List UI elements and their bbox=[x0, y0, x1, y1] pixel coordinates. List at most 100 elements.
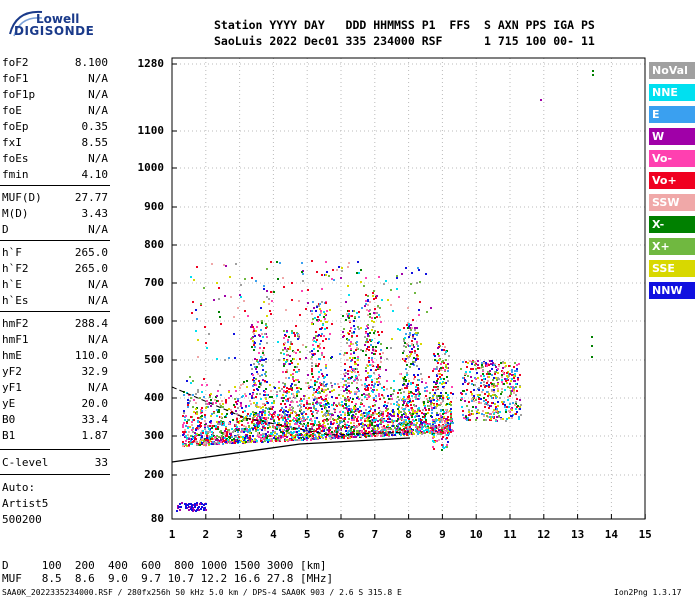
param-value: 265.0 bbox=[74, 262, 108, 275]
echo-point bbox=[319, 308, 321, 310]
echo-point bbox=[295, 352, 297, 354]
profile-solid-line bbox=[171, 437, 411, 463]
echo-point bbox=[437, 373, 439, 375]
echo-point bbox=[313, 405, 315, 407]
echo-point bbox=[291, 299, 293, 301]
echo-point bbox=[287, 398, 289, 400]
echo-point bbox=[418, 391, 420, 393]
echo-point bbox=[259, 428, 261, 430]
echo-point bbox=[193, 411, 195, 413]
echo-point bbox=[356, 382, 358, 384]
echo-point bbox=[218, 409, 220, 411]
echo-point bbox=[266, 336, 268, 338]
echo-point bbox=[416, 282, 418, 284]
echo-point bbox=[186, 437, 188, 439]
echo-point bbox=[325, 395, 327, 397]
echo-point bbox=[262, 435, 264, 437]
echo-point bbox=[306, 437, 308, 439]
echo-point bbox=[220, 405, 222, 407]
echo-point bbox=[415, 359, 417, 361]
echo-point bbox=[189, 442, 191, 444]
echo-point bbox=[215, 402, 217, 404]
echo-point bbox=[367, 341, 369, 343]
echo-point bbox=[307, 374, 309, 376]
echo-point bbox=[509, 403, 511, 405]
echo-point bbox=[233, 316, 235, 318]
echo-point bbox=[310, 358, 312, 360]
param-key: yE bbox=[2, 397, 16, 410]
echo-point bbox=[444, 432, 446, 434]
echo-point bbox=[368, 406, 370, 408]
echo-point bbox=[371, 435, 373, 437]
echo-point bbox=[416, 341, 418, 343]
echo-point bbox=[371, 352, 373, 354]
echo-point bbox=[223, 424, 225, 426]
echo-point bbox=[452, 430, 454, 432]
echo-point bbox=[273, 400, 275, 402]
echo-point bbox=[249, 436, 251, 438]
echo-point bbox=[444, 346, 446, 348]
echo-point bbox=[423, 401, 425, 403]
echo-point bbox=[427, 412, 429, 414]
echo-point bbox=[353, 422, 355, 424]
echo-point bbox=[234, 357, 236, 359]
param-yf2: yF2 32.9 bbox=[2, 365, 108, 379]
echo-point bbox=[313, 307, 315, 309]
echo-point bbox=[322, 375, 324, 377]
echo-point bbox=[402, 352, 404, 354]
param-h-es: h`Es N/A bbox=[2, 294, 108, 308]
echo-point bbox=[445, 412, 447, 414]
echo-point bbox=[297, 390, 299, 392]
echo-point bbox=[308, 433, 310, 435]
echo-point bbox=[373, 353, 375, 355]
echo-point bbox=[220, 439, 222, 441]
echo-point bbox=[362, 434, 364, 436]
echo-point bbox=[382, 427, 384, 429]
echo-point bbox=[338, 394, 340, 396]
echo-point bbox=[418, 314, 420, 316]
echo-point bbox=[342, 336, 344, 338]
echo-point bbox=[378, 381, 380, 383]
echo-point bbox=[195, 429, 197, 431]
echo-point bbox=[332, 269, 334, 271]
legend-item-x-: X- bbox=[649, 216, 695, 233]
echo-point bbox=[201, 506, 203, 508]
echo-point bbox=[285, 410, 287, 412]
echo-point bbox=[345, 435, 347, 437]
echo-point bbox=[259, 416, 261, 418]
echo-point bbox=[365, 430, 367, 432]
echo-point bbox=[269, 396, 271, 398]
echo-point bbox=[390, 428, 392, 430]
echo-point bbox=[314, 384, 316, 386]
echo-point bbox=[412, 400, 414, 402]
echo-point bbox=[251, 277, 253, 279]
echo-point bbox=[269, 408, 271, 410]
echo-point bbox=[345, 301, 347, 303]
echo-point bbox=[207, 403, 209, 405]
param-hmf1: hmF1 N/A bbox=[2, 333, 108, 347]
echo-point bbox=[224, 433, 226, 435]
echo-point bbox=[396, 288, 398, 290]
y-tick-label: 1100 bbox=[137, 124, 165, 137]
echo-point bbox=[262, 426, 264, 428]
param-fof1: foF1 N/A bbox=[2, 72, 108, 86]
echo-point bbox=[353, 417, 355, 419]
x-tick-label: 13 bbox=[570, 528, 585, 541]
echo-point bbox=[483, 381, 485, 383]
echo-point bbox=[277, 439, 279, 441]
echo-point bbox=[475, 399, 477, 401]
echo-point bbox=[195, 435, 197, 437]
echo-point bbox=[310, 439, 312, 441]
echo-point bbox=[264, 333, 266, 335]
echo-point bbox=[298, 425, 300, 427]
echo-point bbox=[255, 384, 257, 386]
footer-version: Ion2Png 1.3.17 bbox=[614, 588, 682, 597]
echo-point bbox=[464, 379, 466, 381]
echo-point bbox=[193, 509, 195, 511]
echo-point bbox=[438, 355, 440, 357]
echo-point bbox=[346, 359, 348, 361]
echo-point bbox=[266, 439, 268, 441]
echo-point bbox=[492, 362, 494, 364]
echo-point bbox=[405, 419, 407, 421]
echo-point bbox=[423, 430, 425, 432]
